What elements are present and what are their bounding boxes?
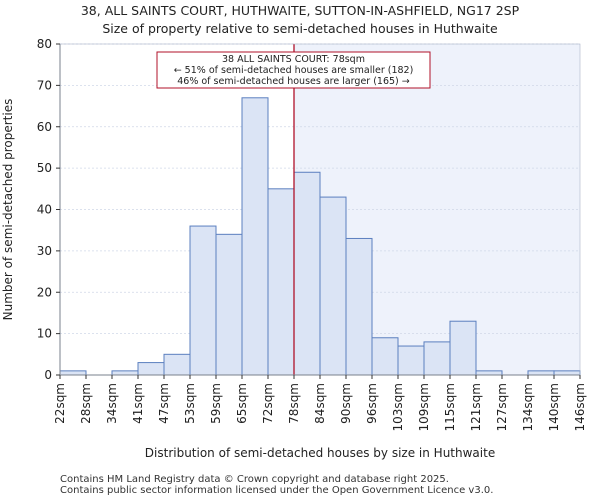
x-tick-label: 121sqm bbox=[469, 383, 483, 431]
x-tick-label: 134sqm bbox=[521, 383, 535, 431]
histogram-bar bbox=[293, 171, 321, 376]
histogram-bar bbox=[241, 97, 269, 376]
y-tick-label: 10 bbox=[37, 327, 52, 341]
x-tick-label: 72sqm bbox=[261, 383, 275, 424]
histogram-bar bbox=[345, 237, 373, 376]
x-tick-label: 84sqm bbox=[313, 383, 327, 424]
y-tick-label: 50 bbox=[37, 161, 52, 175]
x-tick-label: 28sqm bbox=[79, 383, 93, 424]
y-tick-label: 80 bbox=[37, 37, 52, 51]
histogram-bar bbox=[163, 353, 191, 376]
x-tick-label: 127sqm bbox=[495, 383, 509, 431]
y-tick-label: 70 bbox=[37, 78, 52, 92]
x-tick-label: 103sqm bbox=[391, 383, 405, 431]
histogram-bar bbox=[423, 341, 451, 376]
chart-title: 38, ALL SAINTS COURT, HUTHWAITE, SUTTON-… bbox=[80, 3, 520, 18]
histogram-bar bbox=[475, 370, 503, 376]
x-tick-label: 41sqm bbox=[131, 383, 145, 424]
x-tick-label: 90sqm bbox=[339, 383, 353, 424]
histogram-bar bbox=[111, 370, 139, 376]
chart-subtitle: Size of property relative to semi-detach… bbox=[102, 21, 498, 36]
histogram-bar bbox=[449, 320, 477, 376]
histogram-bar bbox=[319, 196, 347, 376]
histogram-bar bbox=[215, 233, 243, 376]
x-tick-label: 22sqm bbox=[53, 383, 67, 424]
annotation-box: 38 ALL SAINTS COURT: 78sqm ← 51% of semi… bbox=[156, 51, 431, 89]
x-tick-label: 146sqm bbox=[573, 383, 587, 431]
y-tick-label: 30 bbox=[37, 244, 52, 258]
annotation-line-1: 38 ALL SAINTS COURT: 78sqm bbox=[222, 54, 365, 65]
y-tick-label: 20 bbox=[37, 285, 52, 299]
histogram-bar bbox=[137, 362, 165, 376]
attribution-footer: Contains HM Land Registry data © Crown c… bbox=[60, 474, 493, 496]
annotation-line-3: 46% of semi-detached houses are larger (… bbox=[177, 76, 410, 87]
x-tick-label: 65sqm bbox=[235, 383, 249, 424]
histogram-bar bbox=[189, 225, 217, 376]
y-tick-label: 60 bbox=[37, 120, 52, 134]
y-axis-label: Number of semi-detached properties bbox=[1, 99, 15, 321]
x-tick-label: 47sqm bbox=[157, 383, 171, 424]
histogram-bar bbox=[397, 345, 425, 376]
x-tick-label: 78sqm bbox=[287, 383, 301, 424]
histogram-bar bbox=[527, 370, 555, 376]
annotation-border bbox=[156, 51, 431, 89]
histogram-bar bbox=[59, 370, 87, 376]
x-tick-label: 53sqm bbox=[183, 383, 197, 424]
y-tick-label: 40 bbox=[37, 203, 52, 217]
footer-line-2: Contains public sector information licen… bbox=[60, 485, 494, 496]
annotation-line-2: ← 51% of semi-detached houses are smalle… bbox=[174, 65, 414, 76]
histogram-bar bbox=[371, 337, 399, 376]
x-tick-label: 96sqm bbox=[365, 383, 379, 424]
footer-line-1: Contains HM Land Registry data © Crown c… bbox=[60, 474, 449, 485]
chart-title-block: 38, ALL SAINTS COURT, HUTHWAITE, SUTTON-… bbox=[0, 2, 600, 38]
x-tick-label: 115sqm bbox=[443, 383, 457, 431]
x-tick-label: 109sqm bbox=[417, 383, 431, 431]
x-tick-label: 34sqm bbox=[105, 383, 119, 424]
x-axis-label: Distribution of semi-detached houses by … bbox=[145, 446, 495, 460]
x-tick-label: 59sqm bbox=[209, 383, 223, 424]
y-tick-label: 0 bbox=[44, 368, 52, 382]
x-tick-label: 140sqm bbox=[547, 383, 561, 431]
histogram-bar bbox=[267, 188, 295, 376]
histogram-bar bbox=[553, 370, 581, 376]
